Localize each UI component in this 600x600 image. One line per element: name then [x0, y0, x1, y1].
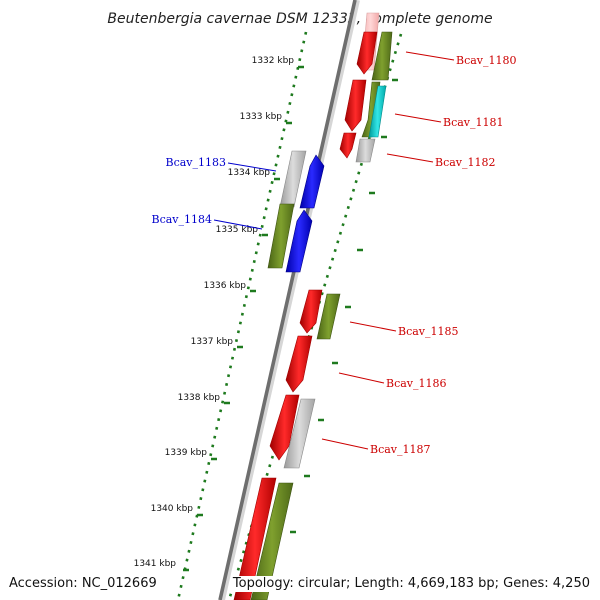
gene-label[interactable]: Bcav_1181: [443, 116, 504, 129]
gene-feature[interactable]: [355, 138, 376, 163]
leader-line: [386, 153, 434, 163]
gene-label[interactable]: Bcav_1180: [456, 54, 517, 67]
scale-label: 1336 kbp: [204, 281, 247, 291]
gene-feature[interactable]: [361, 81, 381, 138]
gene-label[interactable]: Bcav_1184: [151, 213, 212, 226]
scale-label: 1334 kbp: [228, 168, 271, 178]
gene-feature[interactable]: [250, 482, 294, 600]
gene-label[interactable]: Bcav_1182: [435, 156, 496, 169]
outer-scale-ticks: [276, 78, 398, 590]
gene-feature[interactable]: [233, 477, 277, 600]
gene-feature[interactable]: [279, 150, 307, 208]
gene-feature[interactable]: [285, 209, 313, 273]
gene-labels: Bcav_1180 Bcav_1181 Bcav_1182 Bcav_1185 …: [151, 54, 516, 456]
leader-line: [213, 219, 263, 230]
reverse-strand-genes: [267, 150, 325, 273]
gene-feature[interactable]: [299, 154, 325, 209]
scale-label: 1337 kbp: [191, 337, 234, 347]
gene-label[interactable]: Bcav_1186: [386, 377, 447, 390]
gene-label-leaders: [213, 51, 455, 450]
forward-strand-genes: [233, 12, 393, 600]
leader-line: [321, 438, 369, 450]
gene-feature[interactable]: [316, 293, 341, 340]
backbone-light-edge: [219, 0, 360, 600]
dotted-ruler-lines: [176, 31, 403, 600]
backbone-line: [218, 0, 357, 600]
map-title: Beutenbergia cavernae DSM 12333, complet…: [107, 11, 492, 27]
scale-label: 1338 kbp: [178, 393, 221, 403]
gene-label[interactable]: Bcav_1185: [398, 325, 459, 338]
leader-line: [405, 51, 455, 61]
scale-label: 1332 kbp: [252, 56, 295, 66]
gene-feature[interactable]: [285, 335, 313, 393]
scale-labels: 1332 kbp 1333 kbp 1334 kbp 1335 kbp 1336…: [134, 56, 295, 569]
scale-label: 1341 kbp: [134, 559, 177, 569]
leader-line: [349, 321, 397, 332]
scale-label: 1333 kbp: [240, 112, 283, 122]
backbone: [218, 0, 360, 600]
gene-label[interactable]: Bcav_1183: [165, 156, 226, 169]
gene-feature[interactable]: [344, 79, 367, 132]
inner-scale-ticks: [183, 65, 304, 572]
leader-line: [227, 162, 277, 172]
scale-label: 1340 kbp: [151, 504, 194, 514]
scale-label: 1339 kbp: [165, 448, 208, 458]
genome-summary-text: Topology: circular; Length: 4,669,183 bp…: [230, 576, 592, 592]
gene-feature[interactable]: [269, 394, 300, 461]
gene-label[interactable]: Bcav_1187: [370, 443, 431, 456]
gene-feature[interactable]: [368, 85, 387, 138]
scale-label: 1335 kbp: [216, 225, 259, 235]
leader-line: [338, 372, 385, 384]
gene-feature[interactable]: [339, 132, 357, 159]
gene-feature[interactable]: [371, 31, 393, 81]
gene-feature[interactable]: [267, 203, 295, 269]
gene-feature[interactable]: [299, 289, 323, 334]
gene-feature[interactable]: [283, 398, 316, 469]
leader-line: [394, 113, 442, 123]
gene-feature[interactable]: [356, 31, 378, 75]
accession-text: Accession: NC_012669: [7, 576, 159, 592]
